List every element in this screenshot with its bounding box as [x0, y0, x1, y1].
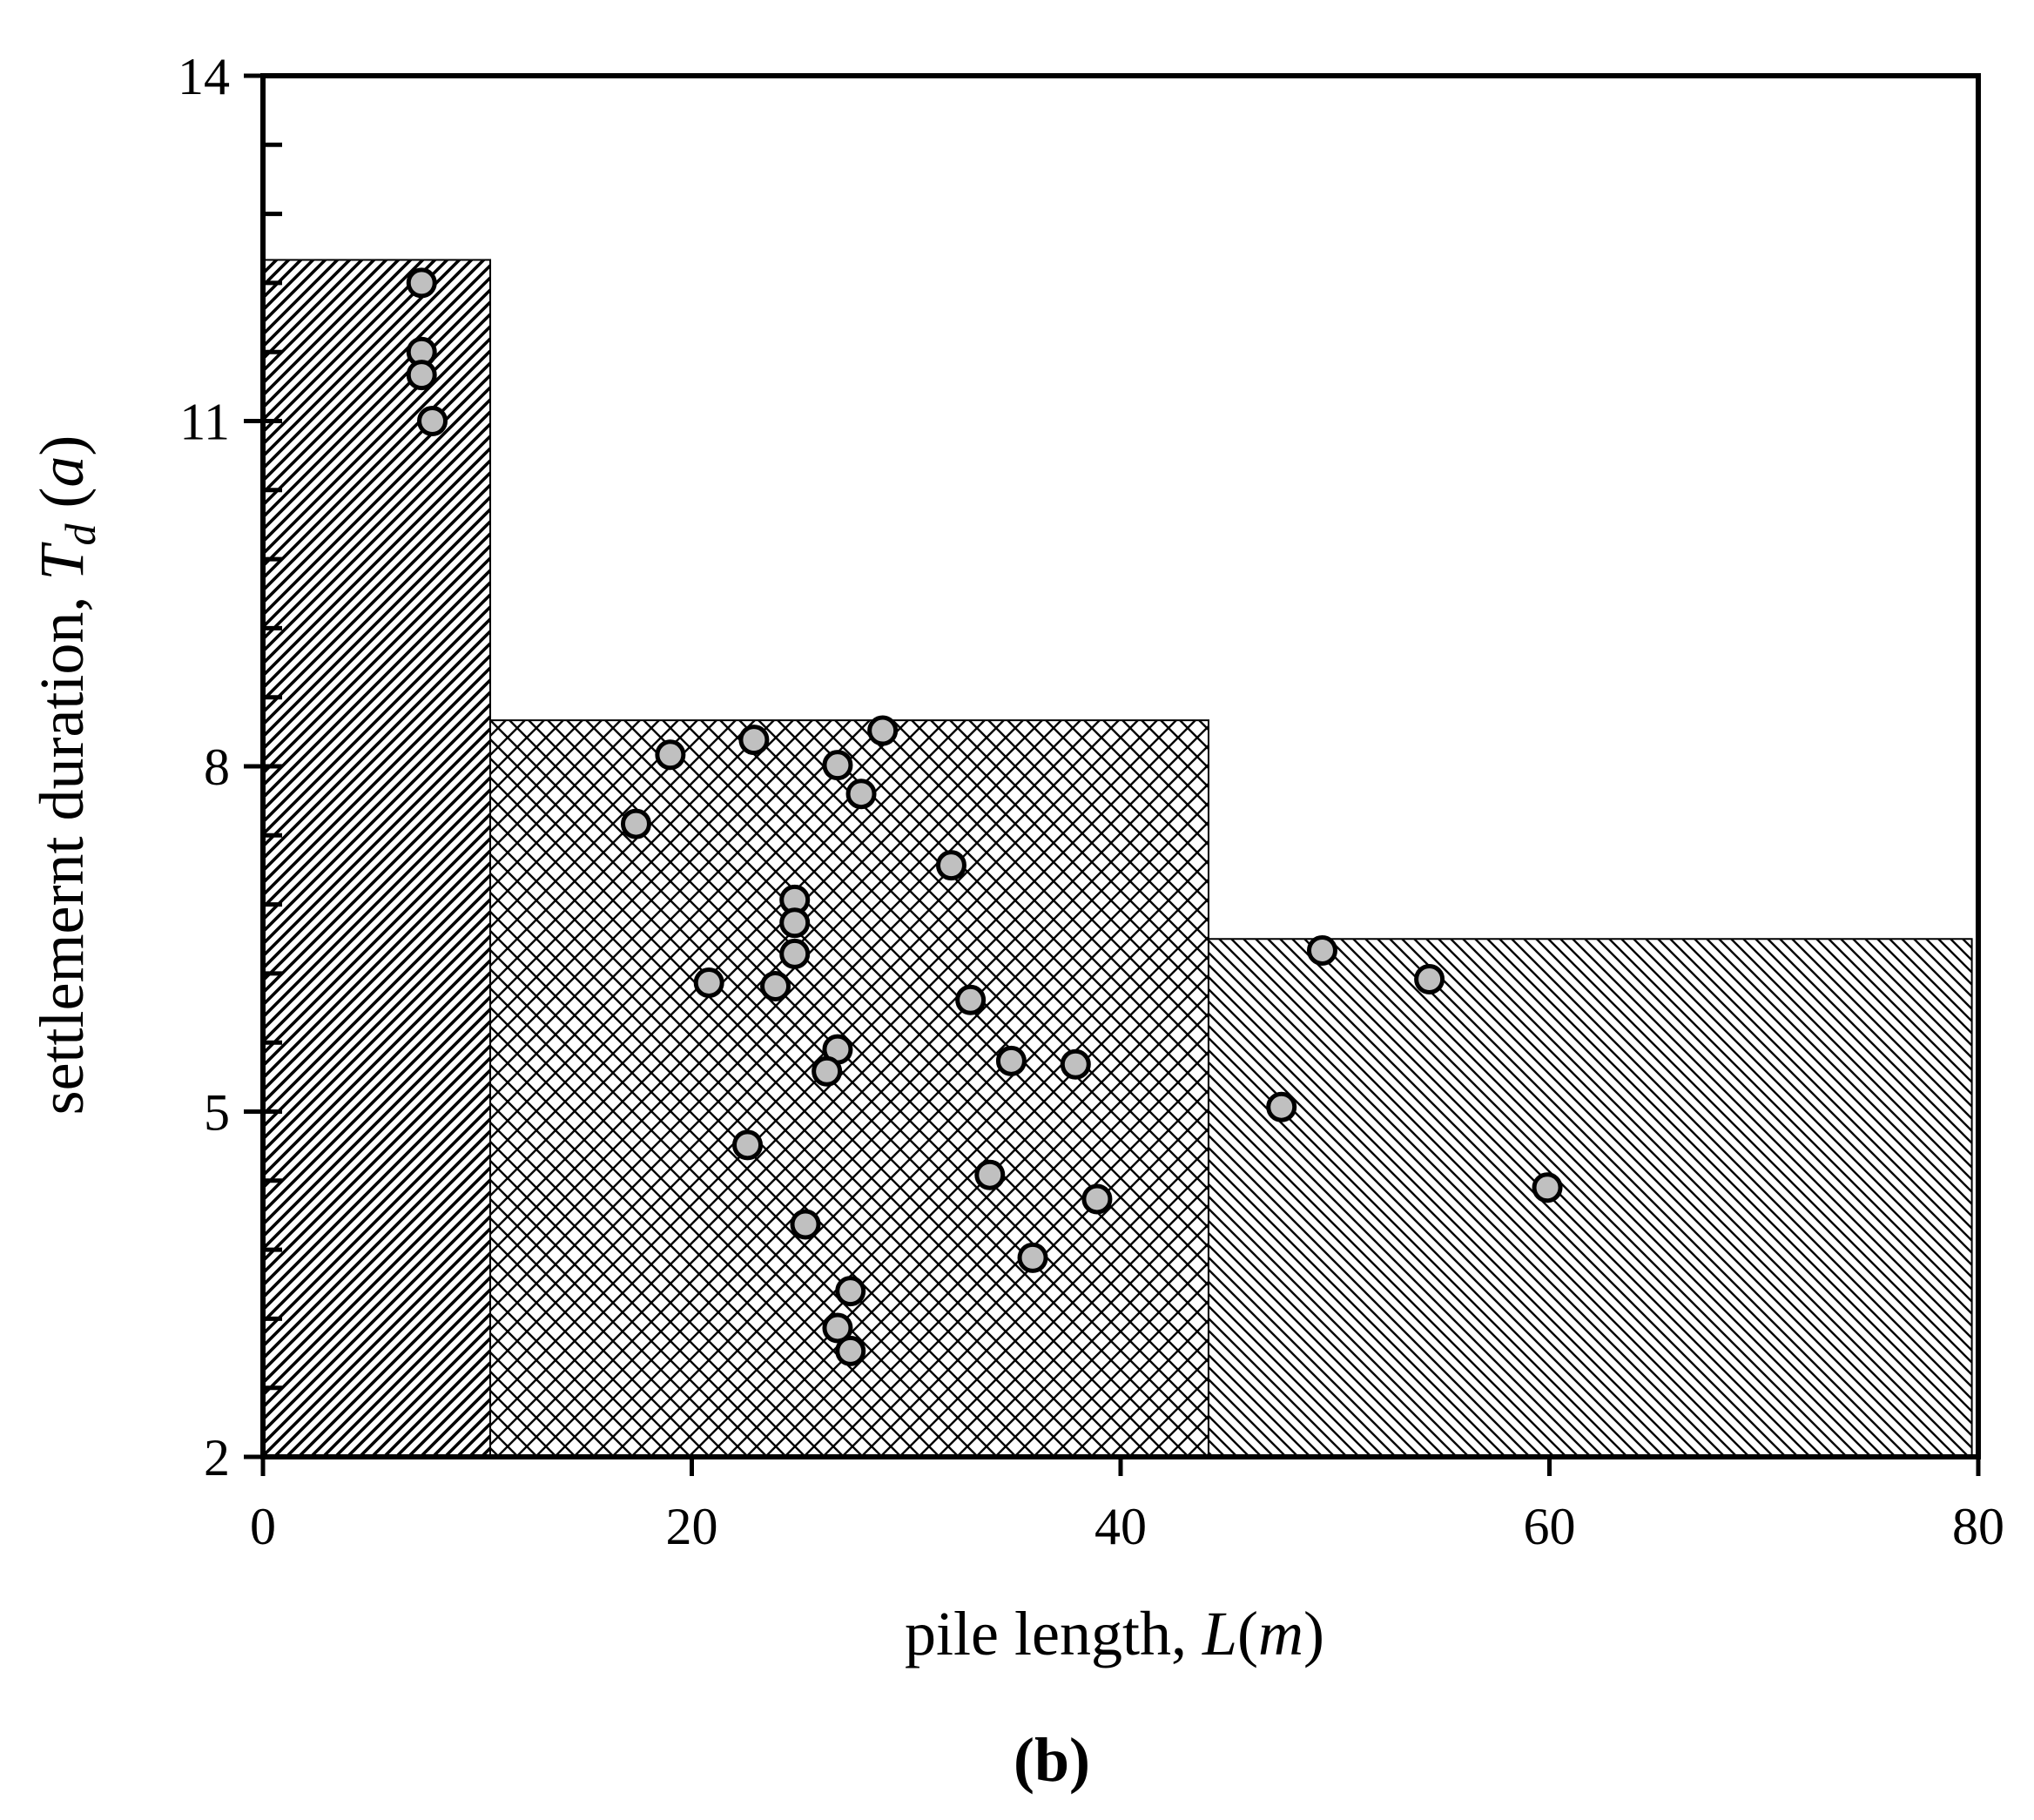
- y-tick-label: 14: [178, 48, 230, 105]
- data-point: [955, 984, 987, 1015]
- data-point: [693, 967, 724, 998]
- x-tick-label: 40: [1094, 1498, 1147, 1555]
- data-point: [1081, 1183, 1113, 1215]
- y-tick-label: 8: [204, 738, 230, 796]
- data-point: [406, 267, 437, 299]
- data-point: [655, 739, 686, 771]
- data-points: [406, 267, 1563, 1366]
- axes: 0 20 40 60 80 2 5 8 11 14: [178, 48, 2004, 1555]
- data-point: [738, 725, 770, 756]
- data-point: [812, 1055, 843, 1087]
- data-point: [417, 406, 448, 436]
- data-point: [1017, 1242, 1048, 1273]
- y-axis-title: settlemernt duration, Td (a): [27, 435, 104, 1116]
- data-point: [790, 1209, 821, 1240]
- short-pile-zone: [262, 259, 492, 1458]
- x-axis-title: pile length, L(m): [905, 1599, 1324, 1668]
- data-point: [732, 1129, 764, 1161]
- data-point: [1414, 964, 1445, 995]
- data-point: [995, 1045, 1027, 1076]
- data-point: [1306, 934, 1337, 966]
- data-point: [1532, 1172, 1563, 1203]
- x-tick-label: 60: [1524, 1498, 1576, 1555]
- data-point: [1060, 1048, 1091, 1080]
- axis-labels: pile length, L(m) settlemernt duration, …: [27, 435, 1324, 1795]
- x-tick-label: 0: [250, 1498, 276, 1555]
- x-tick-label: 80: [1952, 1498, 2004, 1555]
- data-point: [845, 779, 877, 810]
- data-point: [406, 360, 437, 391]
- data-point: [779, 907, 811, 939]
- data-point: [822, 750, 853, 781]
- data-point: [835, 1276, 866, 1307]
- y-tick-label: 2: [204, 1429, 230, 1486]
- data-point: [974, 1159, 1006, 1190]
- data-point: [935, 850, 966, 881]
- y-tick-label: 5: [204, 1084, 230, 1142]
- long-pile-zone: [1207, 938, 1973, 1458]
- data-point: [620, 808, 651, 839]
- data-point: [1266, 1091, 1297, 1122]
- data-point: [779, 938, 811, 969]
- x-tick-label: 20: [666, 1498, 718, 1555]
- data-point: [822, 1312, 853, 1344]
- y-tick-label: 11: [179, 394, 230, 451]
- data-point: [867, 715, 899, 746]
- data-point: [760, 970, 791, 1001]
- data-point: [835, 1335, 866, 1366]
- hatched-regions: [262, 259, 1973, 1458]
- panel-label: (b): [1014, 1725, 1090, 1795]
